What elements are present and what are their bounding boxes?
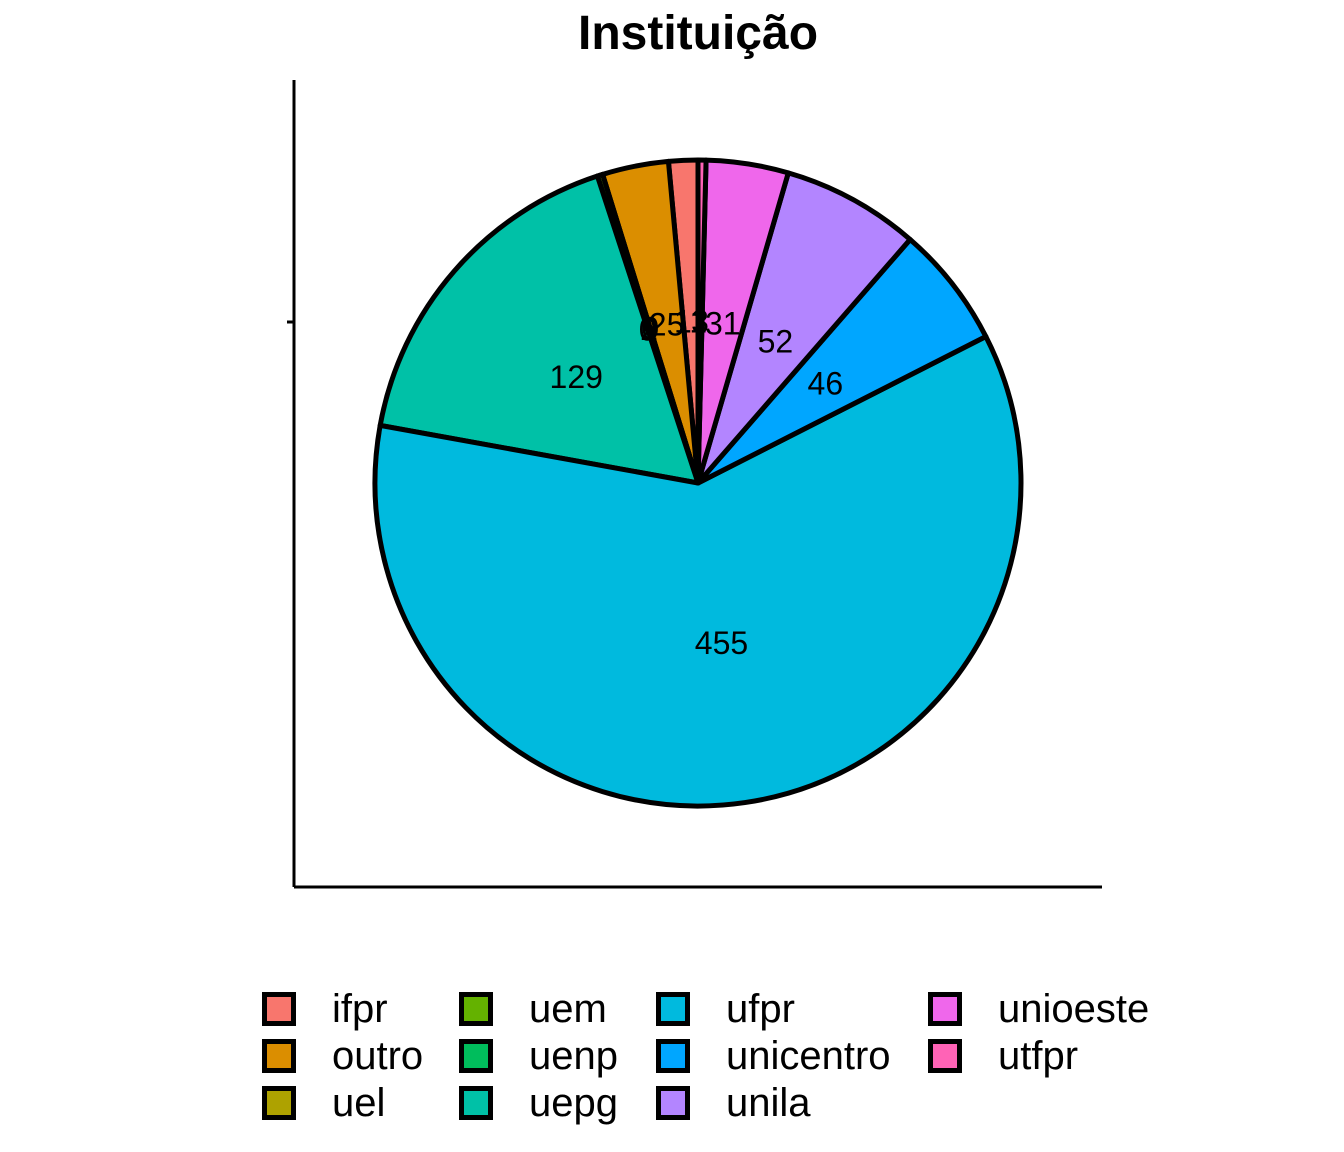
pie-label-uem: 2 — [640, 311, 658, 347]
legend-label: ifpr — [332, 986, 388, 1031]
pie-slice-utfpr — [695, 157, 709, 486]
pie-label-unicentro: 46 — [808, 366, 844, 402]
legend: ifpr outro uel uem uenp uepg ufpr unicentro unil… — [262, 985, 1168, 1126]
legend-item-outro: outro — [262, 1032, 459, 1079]
pie-label-unioeste: 31 — [705, 305, 741, 341]
pie-label-ifpr: 11 — [674, 304, 707, 340]
pie-label-unila: 52 — [758, 323, 794, 359]
legend-label: unila — [726, 1080, 811, 1125]
legend-label: ufpr — [726, 986, 795, 1031]
pie-label-outro: 25 — [649, 307, 685, 343]
pie-slice-unila — [695, 170, 913, 486]
legend-item-ifpr: ifpr — [262, 985, 459, 1032]
legend-label: uel — [332, 1080, 386, 1125]
pie-label-utfpr: 3 — [691, 304, 709, 340]
legend-swatch — [262, 1085, 296, 1120]
legend-label: unioeste — [998, 986, 1150, 1031]
pie-slices — [372, 157, 1024, 809]
legend-label: utfpr — [998, 1033, 1079, 1078]
chart-title: Instituição — [577, 7, 819, 60]
legend-item-unicentro: unicentro — [656, 1032, 928, 1079]
pie-label-uepg: 129 — [550, 359, 603, 395]
legend-item-uepg: uepg — [459, 1079, 656, 1126]
pie-label-uenp: 0 — [639, 312, 657, 348]
legend-item-uenp: uenp — [459, 1032, 656, 1079]
legend-label: uepg — [529, 1080, 618, 1125]
legend-swatch — [656, 1085, 690, 1120]
pie-label-uel: 0 — [641, 311, 659, 347]
legend-swatch — [459, 1038, 493, 1073]
legend-label: unicentro — [726, 1033, 891, 1078]
legend-label: uem — [529, 986, 607, 1031]
legend-swatch — [928, 1038, 962, 1073]
legend-item-unioeste: unioeste — [928, 985, 1168, 1032]
pie-slice-ufpr — [372, 333, 1024, 809]
legend-swatch — [459, 1085, 493, 1120]
legend-swatch — [459, 991, 493, 1026]
legend-item-utfpr: utfpr — [928, 1032, 1168, 1079]
legend-item-ufpr: ufpr — [656, 985, 928, 1032]
legend-item-unila: unila — [656, 1079, 928, 1126]
legend-swatch — [928, 991, 962, 1026]
plot-axes — [287, 80, 1102, 889]
pie-label-ufpr: 455 — [695, 625, 748, 661]
legend-item-uel: uel — [262, 1079, 459, 1126]
legend-label: outro — [332, 1033, 424, 1078]
pie-slice-uepg — [377, 173, 701, 486]
legend-swatch — [656, 991, 690, 1026]
legend-item-uem: uem — [459, 985, 656, 1032]
legend-swatch — [262, 991, 296, 1026]
legend-label: uenp — [529, 1033, 618, 1078]
legend-swatch — [656, 1038, 690, 1073]
legend-swatch — [262, 1038, 296, 1073]
